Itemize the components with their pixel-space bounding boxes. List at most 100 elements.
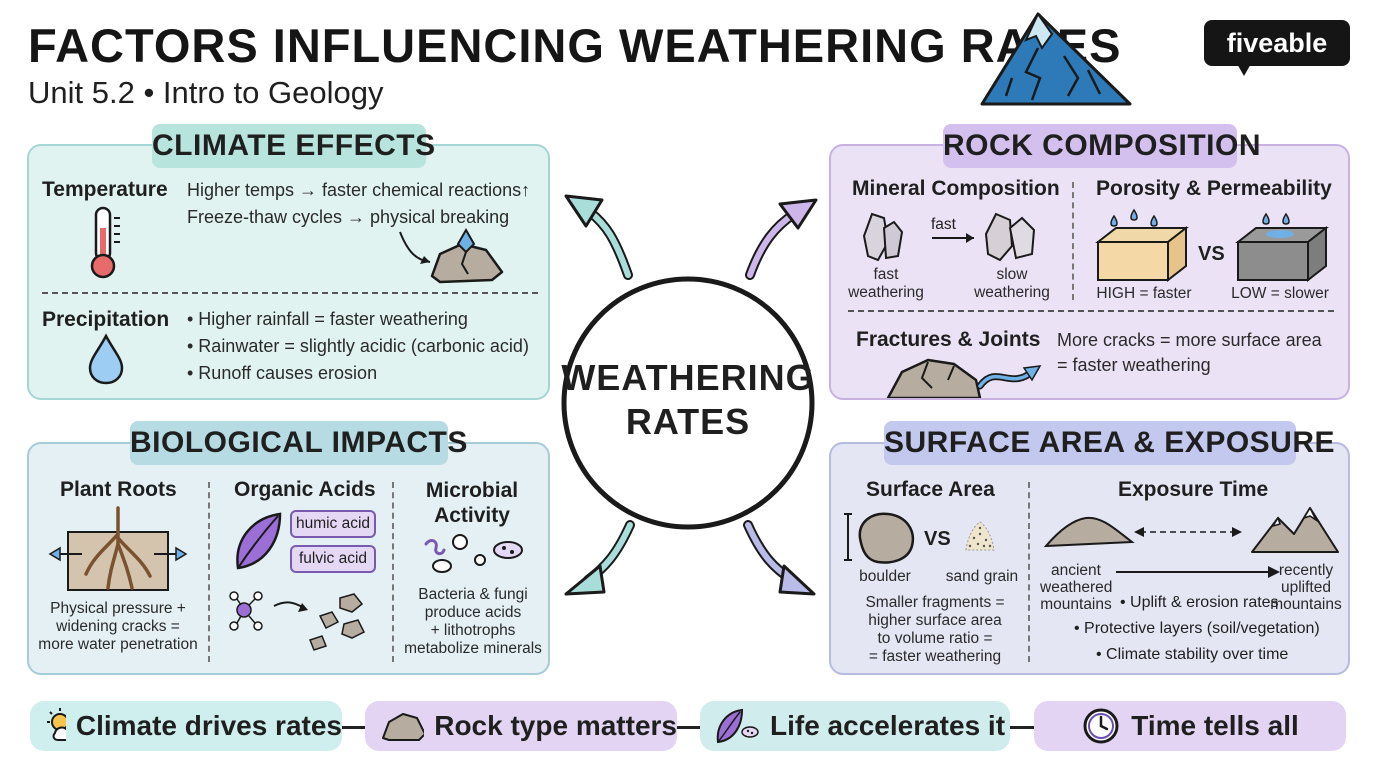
mineral-right-label-line1: slow (996, 266, 1028, 283)
exposure-left-line2: weathered (1040, 579, 1113, 596)
precipitation-line-2: • Rainwater = slightly acidic (carbonic … (187, 336, 529, 356)
mountains-comparison-icon (1043, 506, 1339, 553)
roots-line-3: more water penetration (38, 636, 198, 653)
climate-title: CLIMATE EFFECTS (152, 124, 435, 168)
bio-title: BIOLOGICAL IMPACTS (130, 421, 467, 465)
microbial-heading-line1: Microbial (425, 479, 519, 502)
roots-heading: Plant Roots (60, 478, 177, 501)
bio-divider-2 (392, 482, 394, 662)
microbial-line-2: produce acids (424, 604, 522, 621)
microbial-line-1: Bacteria & fungi (418, 586, 528, 603)
pill-connector-2 (675, 726, 703, 729)
bio-divider-1 (208, 482, 210, 662)
summary-label-climate: Climate drives rates (75, 710, 342, 741)
acids-heading: Organic Acids (234, 478, 376, 501)
molecule-fragments-icon (229, 591, 366, 651)
summary-pill-time: Time tells all (1034, 701, 1346, 751)
surface-area-line-1: Smaller fragments = (865, 594, 1005, 611)
pill-connector-1 (340, 726, 368, 729)
boulder-vs-sand-icon (844, 512, 995, 564)
mineral-left-label-line2: weathering (848, 284, 924, 301)
temperature-heading: Temperature (42, 178, 168, 201)
microbial-line-3: + lithotrophs (430, 622, 516, 639)
climate-divider (42, 292, 538, 294)
clock-icon (1083, 708, 1119, 744)
center-label-line1: WEATHERING (561, 357, 815, 398)
porosity-blocks-icon (1095, 208, 1329, 282)
surface-divider (1028, 482, 1030, 662)
surface-area-line-3: to volume ratio = (877, 630, 993, 647)
exposure-bullet-1: • Uplift & erosion rates (1120, 594, 1279, 611)
fractured-rock-icon (886, 358, 1042, 398)
exposure-heading: Exposure Time (1118, 478, 1269, 501)
summary-label-rock: Rock type matters (434, 710, 677, 741)
porosity-heading: Porosity & Permeability (1096, 177, 1332, 200)
exposure-right-line3: mountains (1270, 596, 1342, 613)
center-label-line2: RATES (625, 401, 751, 442)
leaf-microbe-icon (716, 708, 759, 744)
microbial-heading: Microbial Activity (410, 478, 534, 528)
mineral-arrow-label: fast (931, 216, 956, 233)
rock-icon (382, 713, 425, 741)
exposure-right-line1: recently (1278, 562, 1334, 579)
mineral-right-label-line2: weathering (974, 284, 1050, 301)
temperature-line-1: Higher temps → faster chemical reactions… (187, 180, 531, 200)
rock-vertical-divider (1072, 182, 1074, 300)
porosity-low-label: LOW = slower (1231, 285, 1329, 302)
precipitation-line-1: • Higher rainfall = faster weathering (187, 309, 468, 329)
mineral-left-label: fast weathering (842, 266, 930, 302)
precipitation-heading: Precipitation (42, 308, 170, 331)
surface-area-heading: Surface Area (866, 478, 995, 501)
mineral-left-label-line1: fast (873, 266, 899, 283)
porosity-high-label: HIGH = faster (1096, 285, 1192, 302)
summary-label-life: Life accelerates it (770, 710, 1006, 741)
rock-divider (848, 310, 1334, 312)
surface-panel (829, 442, 1350, 675)
summary-pill-life: Life accelerates it (700, 701, 1010, 751)
exposure-bullet-2: • Protective layers (soil/vegetation) (1074, 620, 1320, 637)
microbial-text: Bacteria & fungi produce acids + lithotr… (398, 586, 548, 658)
summary-pill-climate: Climate drives rates (30, 701, 342, 751)
roots-text: Physical pressure + widening cracks = mo… (34, 600, 202, 654)
exposure-left-label: ancient weathered mountains (1040, 562, 1112, 613)
exposure-bullet-3: • Climate stability over time (1096, 646, 1289, 663)
logo-tail (1236, 62, 1252, 76)
fractures-line-2: = faster weathering (1057, 355, 1211, 375)
freeze-thaw-rock-icon (399, 227, 504, 284)
center-label: WEATHERING RATES (560, 356, 816, 444)
page-title: FACTORS INFLUENCING WEATHERING RATES (28, 19, 1122, 72)
center-circle (561, 276, 815, 530)
crystals-icon (862, 212, 1036, 262)
time-arrow (1116, 566, 1280, 578)
microbial-line-4: metabolize minerals (404, 640, 542, 657)
roots-line-1: Physical pressure + (50, 600, 186, 617)
roots-line-2: widening cracks = (56, 618, 180, 635)
sun-cloud-icon (47, 708, 66, 741)
exposure-left-line3: mountains (1040, 596, 1112, 613)
temperature-line-2: Freeze-thaw cycles → physical breaking (187, 207, 510, 227)
fractures-heading: Fractures & Joints (856, 328, 1041, 351)
surface-area-text: Smaller fragments = higher surface area … (846, 594, 1024, 666)
porosity-vs: VS (1198, 243, 1225, 265)
page-subtitle: Unit 5.2 • Intro to Geology (28, 75, 384, 110)
pill-connector-3 (1008, 726, 1036, 729)
boulder-label: boulder (859, 568, 911, 585)
precipitation-line-3: • Runoff causes erosion (187, 363, 378, 383)
rock-title: ROCK COMPOSITION (943, 124, 1261, 168)
surface-title: SURFACE AREA & EXPOSURE (884, 421, 1335, 465)
exposure-left-line1: ancient (1051, 562, 1101, 579)
sand-grain-label: sand grain (945, 568, 1019, 585)
microbes-icon (424, 534, 523, 573)
microbial-heading-line2: Activity (434, 504, 510, 527)
summary-pill-rock: Rock type matters (365, 701, 677, 751)
mineral-right-label: slow weathering (968, 266, 1056, 302)
thermometer-icon (90, 206, 120, 279)
fulvic-acid-tag: fulvic acid (290, 545, 376, 573)
surface-vs: VS (924, 528, 951, 550)
surface-area-line-4: = faster weathering (868, 648, 1002, 665)
plant-roots-icon (48, 506, 188, 591)
leaf-icon (236, 512, 282, 570)
mineral-heading: Mineral Composition (852, 177, 1060, 200)
surface-area-line-2: higher surface area (868, 612, 1002, 629)
